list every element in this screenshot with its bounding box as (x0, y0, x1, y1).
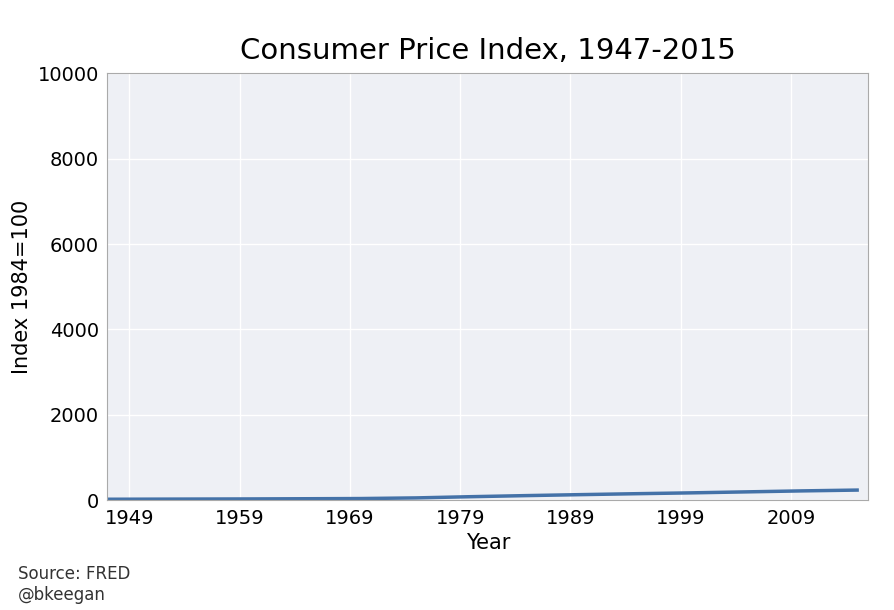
Y-axis label: Index 1984=100: Index 1984=100 (13, 199, 32, 374)
Title: Consumer Price Index, 1947-2015: Consumer Price Index, 1947-2015 (240, 37, 735, 65)
Text: Source: FRED
@bkeegan: Source: FRED @bkeegan (18, 565, 131, 604)
X-axis label: Year: Year (465, 533, 510, 553)
